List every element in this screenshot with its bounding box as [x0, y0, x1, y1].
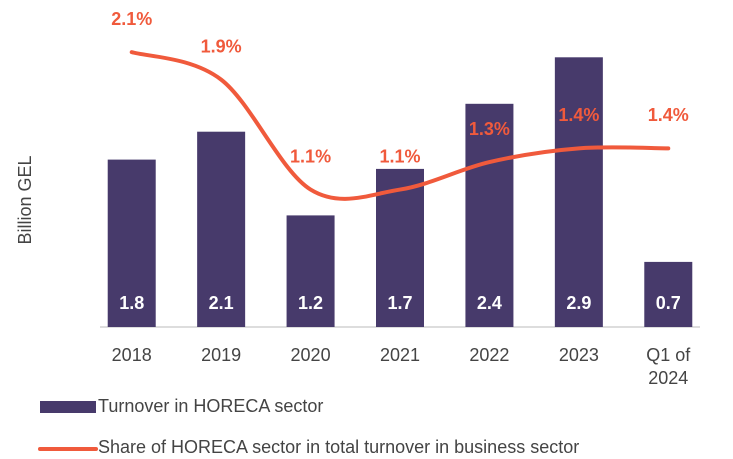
- line: [129, 50, 671, 201]
- bar-value-label: 1.7: [387, 293, 412, 313]
- bar: [644, 261, 693, 327]
- bar-value-label: 2.4: [477, 293, 502, 313]
- bar-value-label: 0.7: [656, 293, 681, 313]
- x-tick-label: 2023: [558, 345, 599, 365]
- line-value-label: 1.1%: [290, 146, 331, 166]
- bar-value-label: 2.9: [566, 293, 591, 313]
- line-value-label: 1.4%: [558, 105, 599, 125]
- x-tick-label: 2021: [379, 345, 421, 365]
- bar-value-label: 1.2: [298, 293, 323, 313]
- bar-value-label: 2.1: [209, 293, 234, 313]
- line-value-label: 1.1%: [379, 146, 420, 166]
- bar: [376, 168, 424, 327]
- line-value-label: 1.9%: [201, 36, 242, 56]
- bar: [197, 131, 246, 327]
- x-tick-label: 2020: [290, 345, 331, 365]
- line-value-label: 1.3%: [469, 119, 510, 139]
- bar: [286, 215, 335, 327]
- bar: [465, 103, 514, 327]
- bar: [554, 57, 603, 328]
- line-value-label: 1.4%: [648, 105, 689, 125]
- bar: [107, 159, 156, 327]
- line-value-label: 2.1%: [111, 9, 152, 29]
- legend-label: Turnover in HORECA sector: [98, 396, 323, 416]
- bar-value-label: 1.8: [119, 293, 144, 313]
- y-axis-label: Billion GEL: [15, 155, 35, 244]
- x-tick-label: 2022: [469, 345, 510, 365]
- x-tick-label: 2018: [111, 345, 152, 365]
- legend-label: Share of HORECA sector in total turnover…: [98, 437, 579, 457]
- x-tick-label: 2019: [201, 345, 242, 365]
- x-tick-label: Q1 of 2024: [646, 345, 691, 388]
- legend-swatch: [40, 401, 96, 413]
